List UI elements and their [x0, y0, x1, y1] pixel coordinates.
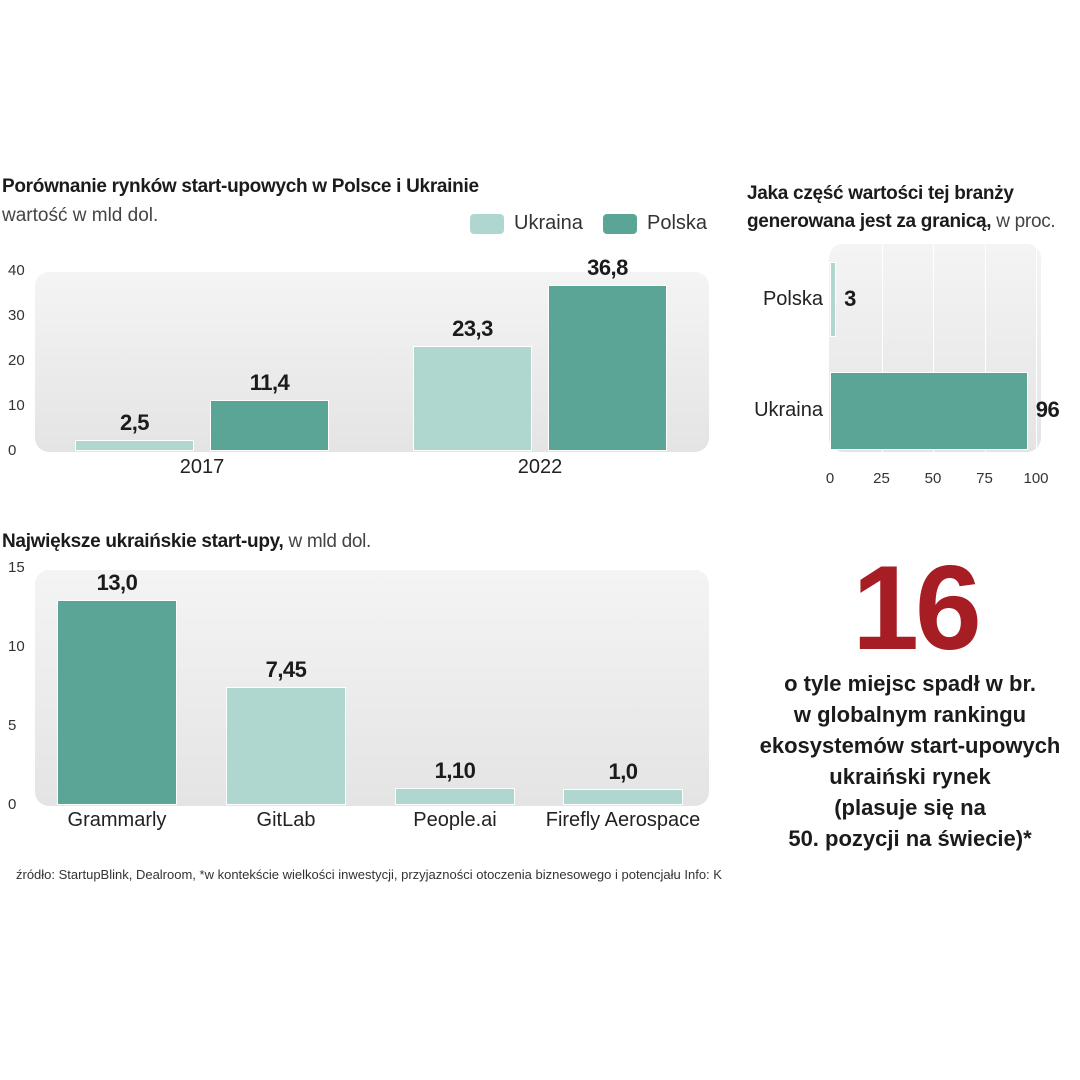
chart1-ytick: 0	[8, 442, 17, 459]
chart1-data-label: 23,3	[452, 316, 493, 342]
chart2-bar	[830, 262, 837, 337]
chart1-data-label: 36,8	[587, 255, 628, 281]
chart2-xtick: 100	[1023, 470, 1049, 487]
source-note: źródło: StartupBlink, Dealroom, *w konte…	[16, 867, 722, 882]
chart2-plot: 0 25 50 75 100 Polska 3 Ukraina 96	[0, 0, 1080, 500]
chart2-gridline	[933, 244, 934, 452]
chart2-category-label: Ukraina	[754, 399, 823, 421]
chart3-data-label: 1,0	[608, 759, 638, 785]
chart1-bar	[413, 346, 532, 451]
chart1-ytick: 30	[8, 307, 25, 324]
callout-number: 16	[852, 541, 981, 675]
chart3-ytick: 15	[8, 559, 25, 576]
chart1-subtitle: wartość w mld dol.	[2, 205, 159, 226]
chart1-data-label: 2,5	[119, 409, 150, 435]
chart2-title: Jaka część wartości tej branży generowan…	[747, 180, 1077, 236]
chart1-ytick: 40	[8, 262, 25, 279]
chart1-xtick: 2022	[517, 456, 563, 478]
chart1-xtick: 2017	[179, 456, 225, 478]
chart3-title-light: w mld dol.	[288, 531, 372, 552]
chart1-plot: 0 10 20 30 40 2,5 11,4 2017 23,3 36,8 2022	[0, 0, 720, 500]
legend-polska-swatch	[603, 213, 637, 234]
chart2-bar	[830, 372, 1028, 450]
legend-polska: Polska	[603, 212, 707, 235]
legend-ukraina-label: Ukraina	[514, 212, 583, 234]
chart1-bar	[210, 399, 329, 451]
chart2-data-label: 3	[844, 285, 856, 311]
chart1-data-label: 11,4	[249, 369, 290, 395]
chart3-data-label: 7,45	[265, 657, 307, 683]
chart3-title: Największe ukraińskie start-upy, w mld d…	[2, 531, 371, 553]
legend-ukraina: Ukraina	[470, 212, 583, 235]
chart1-bar	[548, 285, 667, 451]
chart1-ytick: 10	[8, 397, 25, 414]
chart3-xtick: Grammarly	[67, 809, 167, 831]
chart3-bar	[226, 687, 346, 805]
chart1-title: Porównanie rynków start-upowych w Polsce…	[2, 176, 479, 197]
chart2-title-light: w proc.	[996, 211, 1056, 232]
chart2-xtick: 75	[976, 470, 993, 487]
chart2-data-label: 96	[1035, 397, 1060, 422]
chart3-ytick: 5	[8, 717, 17, 734]
chart2-category-label: Polska	[762, 287, 823, 310]
chart3-bar	[395, 787, 515, 805]
chart3-bar	[563, 789, 683, 805]
chart3-plot: 0 5 10 15 13,0 Grammarly 7,45 GitLab 1,10 People.…	[8, 559, 701, 831]
chart3-ytick: 0	[8, 796, 17, 813]
chart3-data-label: 1,10	[434, 757, 476, 783]
chart3-xtick: People.ai	[413, 809, 497, 831]
chart2-xtick: 50	[924, 470, 942, 487]
chart1-ytick: 20	[8, 352, 25, 369]
chart2-title-bold: Jaka część wartości tej branży generowan…	[747, 183, 1014, 232]
chart2-xtick: 25	[873, 470, 890, 487]
legend-polska-label: Polska	[647, 212, 708, 234]
chart3-title-bold: Największe ukraińskie start-upy,	[2, 531, 284, 552]
chart2-xtick: 0	[825, 470, 835, 487]
chart2-gridline	[881, 244, 883, 452]
chart3-ytick: 10	[8, 638, 25, 655]
chart3-data-label: 13,0	[96, 569, 138, 595]
callout-text: o tyle miejsc spadł w br. w globalnym ra…	[759, 671, 1061, 851]
chart2-gridline	[984, 244, 986, 452]
chart3-xtick: Firefly Aerospace	[545, 809, 701, 831]
legend-ukraina-swatch	[470, 213, 504, 234]
chart3-bar	[57, 599, 177, 805]
chart1-bar	[75, 439, 194, 451]
chart2-gridline	[1036, 244, 1037, 452]
chart3-xtick: GitLab	[256, 809, 316, 831]
